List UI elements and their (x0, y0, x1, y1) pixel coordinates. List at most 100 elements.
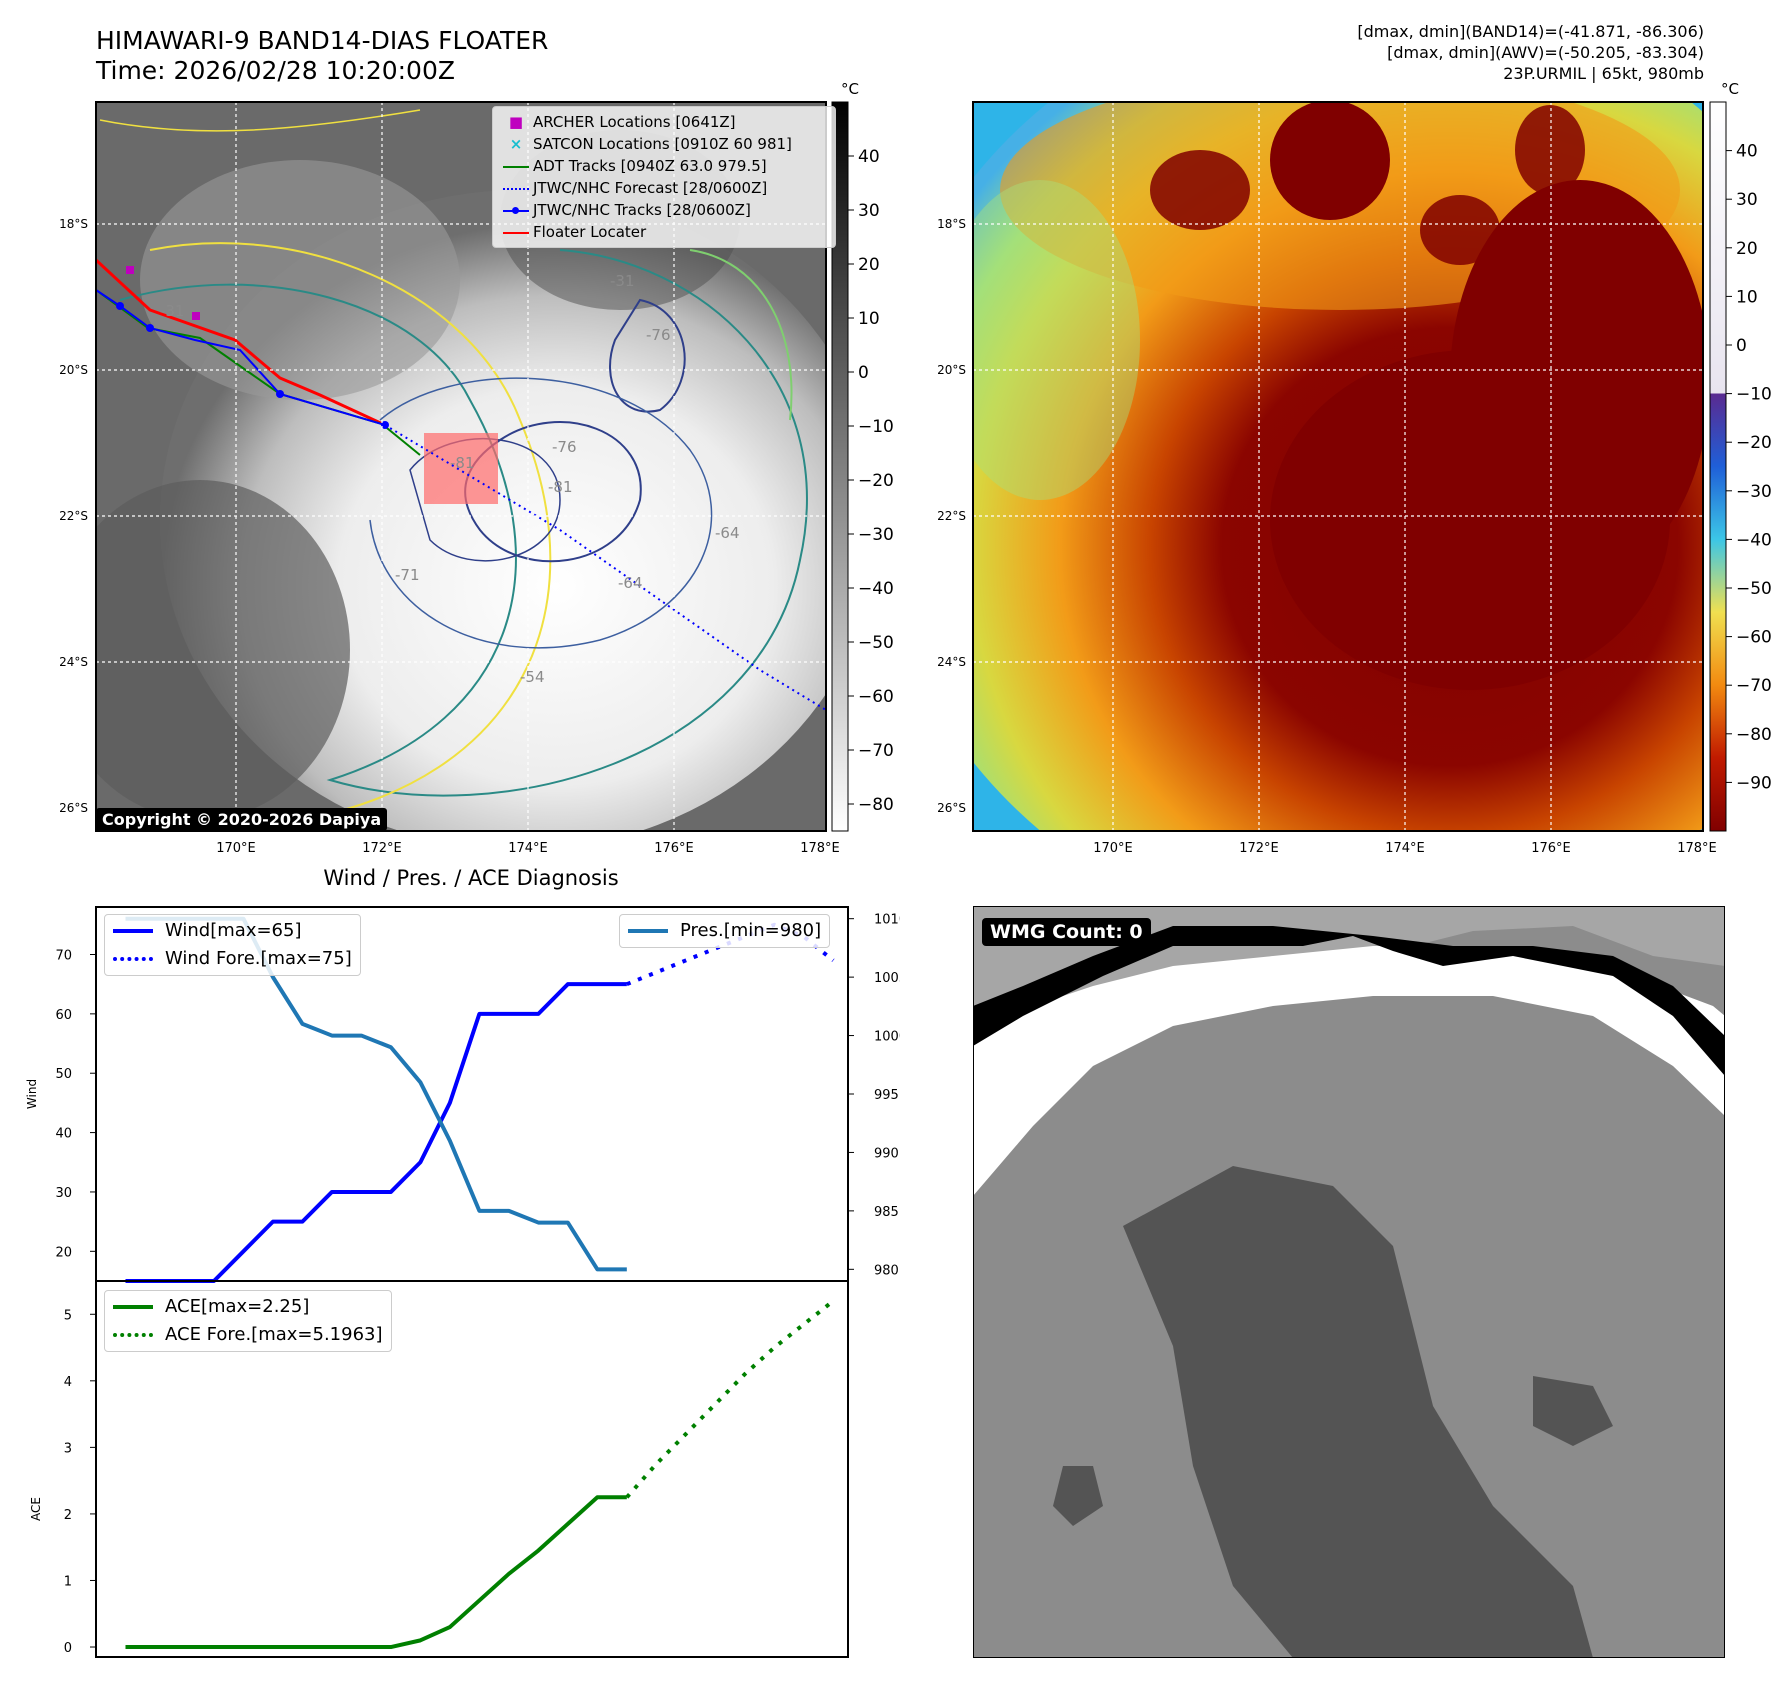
lon-tick: 176°E (654, 841, 694, 856)
colorbar-tick-label: −10 (1736, 385, 1772, 405)
colorbar-tick-label: −60 (858, 687, 894, 707)
contour-label: -76 (646, 326, 671, 344)
colorbar-tick-label: −70 (858, 741, 894, 761)
colorbar-tick-label: −40 (858, 579, 894, 599)
pressure-ytick-label: 995 (874, 1088, 899, 1103)
legend-ace: ACE[max=2.25] (113, 1293, 383, 1321)
colorbar-tick-label: −40 (1736, 530, 1772, 550)
lat-tick: 26°S (937, 801, 966, 815)
contour-label: -31 (610, 272, 635, 290)
lon-tick: 174°E (508, 841, 548, 856)
wind-axis-label: Wind (25, 1079, 39, 1109)
colorbar-tick-label: −20 (858, 471, 894, 491)
legend-adt: ADT Tracks [0940Z 63.0 979.5] (499, 155, 829, 177)
pressure-ytick-label: 1000 (874, 1030, 900, 1045)
wind-ytick-label: 50 (55, 1067, 72, 1082)
ace-series-line-1 (625, 1299, 835, 1499)
enhanced-ir-gridlines (973, 102, 1703, 831)
enhanced-ir-panel: 18°S 20°S 22°S 24°S 26°S 170°E 172°E 174… (937, 80, 1772, 856)
colorbar-tick-label: −30 (858, 525, 894, 545)
archer-location (192, 312, 200, 320)
legend-wind: Wind[max=65] (113, 917, 352, 945)
adt-track (95, 289, 421, 456)
ace-ytick-label: 0 (64, 1641, 72, 1656)
wind-ytick-label: 40 (55, 1127, 72, 1142)
diagnosis-title: Wind / Pres. / ACE Diagnosis (323, 866, 618, 890)
ace-ytick-label: 4 (64, 1375, 72, 1390)
lon-tick: 178°E (800, 841, 840, 856)
legend-ace-forecast: ACE Fore.[max=5.1963] (113, 1321, 383, 1349)
contour-label: -31 (160, 302, 185, 320)
wind-ytick-label: 20 (55, 1245, 72, 1260)
wmg-inner-region (1123, 1166, 1593, 1658)
pressure-ytick-label: 980 (874, 1263, 899, 1278)
ace-legend: ACE[max=2.25] ACE Fore.[max=5.1963] (104, 1290, 392, 1352)
lat-tick: 18°S (937, 217, 966, 231)
ace-ytick-label: 2 (64, 1508, 72, 1523)
figure-time: Time: 2026/02/28 10:20:00Z (96, 56, 455, 85)
copyright-badge: Copyright © 2020-2026 Dapiya (96, 808, 388, 831)
colorbar-tick-label: 10 (1736, 287, 1758, 307)
figure-title: HIMAWARI-9 BAND14-DIAS FLOATER (96, 26, 549, 55)
colorbar-tick-label: −30 (1736, 482, 1772, 502)
ace-ytick-label: 1 (64, 1574, 72, 1589)
pressure-ytick-label: 985 (874, 1205, 899, 1220)
legend-wind-forecast: Wind Fore.[max=75] (113, 945, 352, 973)
colorbar-tick-label: −80 (858, 795, 894, 815)
colorbar-tick-label: −60 (1736, 628, 1772, 648)
lon-tick: 172°E (362, 841, 402, 856)
ace-ytick-label: 3 (64, 1441, 72, 1456)
colorbar-tick-label: 0 (858, 363, 869, 383)
enhanced-ir-frame (972, 101, 1704, 832)
colorbar-tick-label: 40 (1736, 142, 1758, 162)
lat-tick: 18°S (59, 217, 88, 231)
floater-locater-track (94, 258, 386, 427)
colorbar-tick-label: −50 (858, 633, 894, 653)
series-line-0 (125, 982, 627, 1283)
ace-panel: 0 1 2 3 4 5 ACE (29, 1280, 849, 1658)
colorbar-tick-label: 20 (858, 255, 880, 275)
pressure-legend: Pres.[min=980] (619, 914, 831, 948)
ace-axis-label: ACE (29, 1497, 43, 1521)
contour-label: -76 (552, 438, 577, 456)
lat-tick: 24°S (59, 655, 88, 669)
contour-label: -64 (618, 574, 643, 592)
floater-box (424, 433, 498, 504)
colorbar-tick-label: 40 (858, 147, 880, 167)
legend-jtwc-forecast: JTWC/NHC Forecast [28/0600Z] (499, 177, 829, 199)
wind-ytick-label: 60 (55, 1008, 72, 1023)
contour-label: -64 (715, 524, 740, 542)
lon-tick: 176°E (1531, 841, 1571, 856)
lon-tick: 172°E (1239, 841, 1279, 856)
lon-tick: 178°E (1677, 841, 1717, 856)
ace-series-line-0 (125, 1495, 627, 1650)
enhanced-colorbar-unit: °C (1721, 80, 1739, 98)
contour-label: -54 (520, 668, 545, 686)
lat-tick: 24°S (937, 655, 966, 669)
lon-tick: 170°E (216, 841, 256, 856)
colorbar-tick-label: −80 (1736, 725, 1772, 745)
lon-tick: 170°E (1093, 841, 1133, 856)
lat-tick: 22°S (59, 509, 88, 523)
legend-jtwc-tracks: JTWC/NHC Tracks [28/0600Z] (499, 199, 829, 221)
colorbar-tick-label: −10 (858, 417, 894, 437)
colorbar-tick-label: −50 (1736, 579, 1772, 599)
jtwc-forecast-track (384, 424, 827, 711)
colorbar-tick-label: 30 (858, 201, 880, 221)
lat-tick: 26°S (59, 801, 88, 815)
contour-label: -71 (395, 566, 420, 584)
ace-panel-frame (95, 1280, 849, 1658)
wmg-count-badge: WMG Count: 0 (982, 918, 1151, 946)
contour-label: -81 (548, 478, 573, 496)
contour-label: -81 (450, 454, 475, 472)
wind-legend: Wind[max=65] Wind Fore.[max=75] (104, 914, 361, 976)
wmg-panel (973, 906, 1725, 1658)
colorbar-tick-label: −70 (1736, 676, 1772, 696)
colorbar-tick-label: 0 (1736, 336, 1747, 356)
legend-archer: ■ ARCHER Locations [0641Z] (508, 113, 736, 131)
colorbar-tick-label: 30 (1736, 190, 1758, 210)
legend-pressure: Pres.[min=980] (628, 917, 821, 945)
colorbar-tick-label: 20 (1736, 239, 1758, 259)
ir-map-frame (95, 101, 827, 832)
meta-storm-info: 23P.URMIL | 65kt, 980mb (1503, 64, 1704, 83)
